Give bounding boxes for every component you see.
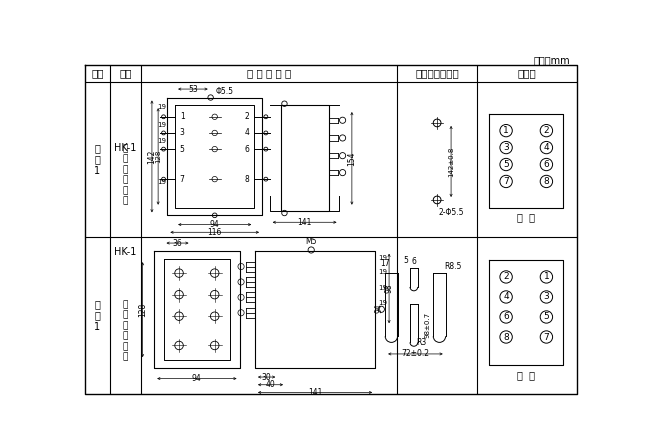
Text: 8: 8 — [245, 175, 250, 184]
Text: HK-1: HK-1 — [114, 247, 137, 257]
Text: 19: 19 — [157, 122, 166, 128]
Text: 7: 7 — [544, 333, 550, 342]
Text: 141: 141 — [297, 218, 312, 227]
Text: 19: 19 — [379, 255, 388, 261]
Text: 4: 4 — [544, 143, 549, 152]
Text: 141: 141 — [308, 388, 322, 397]
Text: 154: 154 — [348, 151, 357, 165]
Text: 2: 2 — [245, 112, 250, 121]
Text: M5: M5 — [306, 237, 317, 246]
Text: 2: 2 — [503, 272, 509, 282]
Text: 单位：mm: 单位：mm — [534, 55, 570, 65]
Text: 6: 6 — [412, 257, 416, 266]
Text: 40: 40 — [266, 380, 275, 389]
Text: 19: 19 — [379, 285, 388, 291]
Text: HK-1: HK-1 — [114, 143, 137, 153]
Text: 1: 1 — [503, 126, 509, 135]
Text: 8: 8 — [503, 333, 509, 342]
Text: 36: 36 — [173, 239, 183, 248]
Text: 94: 94 — [375, 303, 384, 312]
Text: 128: 128 — [138, 303, 147, 317]
Text: 2-Φ5.5: 2-Φ5.5 — [439, 208, 464, 217]
Text: 17: 17 — [381, 259, 390, 268]
Text: 19: 19 — [157, 104, 166, 110]
Text: 72±0.2: 72±0.2 — [401, 350, 430, 358]
Text: 外 形 尺 寸 图: 外 形 尺 寸 图 — [247, 69, 291, 79]
Text: 94: 94 — [192, 374, 202, 383]
Text: 142±0.8: 142±0.8 — [448, 146, 454, 177]
Text: 6: 6 — [245, 145, 250, 154]
Text: 凸
出
式
后
接
线: 凸 出 式 后 接 线 — [123, 300, 128, 361]
Text: 94: 94 — [210, 220, 219, 229]
Text: 6: 6 — [503, 312, 509, 321]
Text: 128: 128 — [155, 150, 161, 163]
Text: 附
图
1: 附 图 1 — [94, 143, 101, 176]
Text: 5: 5 — [503, 160, 509, 169]
Text: 5: 5 — [544, 312, 550, 321]
Text: Φ5.5: Φ5.5 — [215, 87, 233, 96]
Text: 4: 4 — [503, 292, 509, 301]
Text: 4: 4 — [245, 128, 250, 137]
Text: 附
图
1: 附 图 1 — [94, 299, 101, 332]
Text: 5: 5 — [180, 145, 184, 154]
Text: 19: 19 — [157, 179, 166, 185]
Text: 3: 3 — [544, 292, 550, 301]
Text: 19: 19 — [379, 270, 388, 275]
Text: 6: 6 — [544, 160, 550, 169]
Text: 5: 5 — [404, 256, 408, 265]
Text: 结构: 结构 — [119, 69, 132, 79]
Text: 2: 2 — [544, 126, 549, 135]
Text: 背  视: 背 视 — [517, 371, 535, 380]
Text: 98: 98 — [384, 284, 393, 293]
Text: 1: 1 — [544, 272, 550, 282]
Text: 图号: 图号 — [91, 69, 104, 79]
Text: 7: 7 — [503, 177, 509, 186]
Text: 142: 142 — [148, 149, 157, 164]
Text: 前  视: 前 视 — [517, 213, 535, 223]
Text: 19: 19 — [379, 300, 388, 306]
Text: 98±0.7: 98±0.7 — [424, 312, 430, 338]
Text: R8.5: R8.5 — [444, 262, 462, 271]
Text: 安装开孔尺寸图: 安装开孔尺寸图 — [415, 69, 459, 79]
Text: 1: 1 — [180, 112, 184, 121]
Text: 凸
出
式
前
接
线: 凸 出 式 前 接 线 — [123, 144, 128, 206]
Text: 116: 116 — [208, 228, 222, 237]
Text: 端子图: 端子图 — [518, 69, 537, 79]
Text: R3: R3 — [417, 338, 427, 347]
Text: 3: 3 — [180, 128, 184, 137]
Text: 30: 30 — [262, 372, 272, 382]
Text: 53: 53 — [188, 84, 198, 93]
Text: 3: 3 — [503, 143, 509, 152]
Text: 19: 19 — [157, 138, 166, 144]
Text: 8: 8 — [544, 177, 550, 186]
Text: 7: 7 — [180, 175, 184, 184]
